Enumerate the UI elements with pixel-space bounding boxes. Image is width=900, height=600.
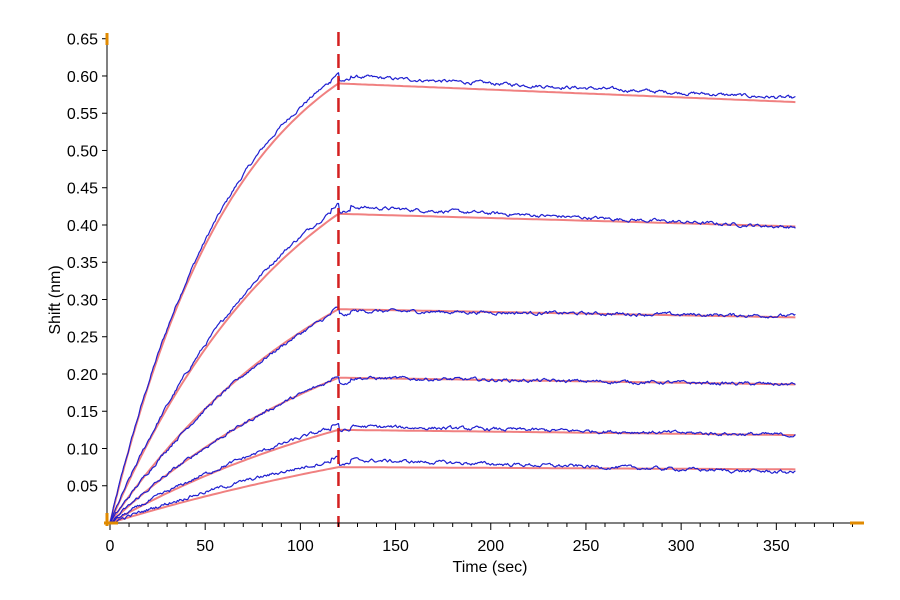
y-tick-label: 0.10 — [67, 441, 98, 458]
y-tick-label: 0.45 — [67, 181, 98, 198]
x-tick-label: 250 — [573, 538, 600, 555]
measured-curve-9 — [109, 375, 796, 524]
x-axis-title: Time (sec) — [453, 559, 528, 576]
y-tick-label: 0.20 — [67, 367, 98, 384]
y-tick-label: 0.55 — [67, 106, 98, 123]
measured-curve-8 — [109, 305, 796, 523]
y-ticks: 0.05 0.10 0.15 0.20 0.25 0.30 0.35 0.40 0.45 0.50… — [67, 32, 107, 496]
y-tick-label: 0.50 — [67, 143, 98, 160]
x-tick-label: 350 — [763, 538, 790, 555]
y-tick-label: 0.30 — [67, 292, 98, 309]
plot-area: 0.05 0.10 0.15 0.20 0.25 0.30 0.35 0.40 0.45 0.50… — [67, 32, 862, 555]
x-tick-label: 150 — [382, 538, 409, 555]
measured-curve-7 — [109, 202, 796, 523]
x-tick-label: 0 — [106, 538, 115, 555]
y-tick-label: 0.25 — [67, 330, 98, 347]
x-tick-label: 100 — [287, 538, 314, 555]
x-tick-label: 300 — [668, 538, 695, 555]
x-tick-label: 50 — [196, 538, 214, 555]
y-tick-label: 0.35 — [67, 255, 98, 272]
y-axis-title: Shift (nm) — [47, 265, 64, 334]
y-tick-label: 0.05 — [67, 479, 98, 496]
y-tick-label: 0.60 — [67, 69, 98, 86]
fit-curve-0 — [109, 82, 796, 524]
y-tick-label: 0.40 — [67, 218, 98, 235]
fit-curve-5 — [109, 466, 796, 524]
y-tick-label: 0.65 — [67, 32, 98, 49]
fit-curve-1 — [109, 212, 796, 524]
measured-curve-6 — [109, 72, 796, 523]
curves-layer — [109, 72, 796, 524]
x-tick-label: 200 — [477, 538, 504, 555]
measured-curve-10 — [109, 423, 796, 524]
x-ticks: 0 50 100 150 200 250 300 350 — [106, 523, 853, 555]
fit-curve-4 — [109, 428, 796, 524]
fit-curve-2 — [109, 308, 796, 524]
y-tick-label: 0.15 — [67, 404, 98, 421]
measured-curve-11 — [109, 455, 796, 524]
fit-curve-3 — [109, 376, 796, 524]
